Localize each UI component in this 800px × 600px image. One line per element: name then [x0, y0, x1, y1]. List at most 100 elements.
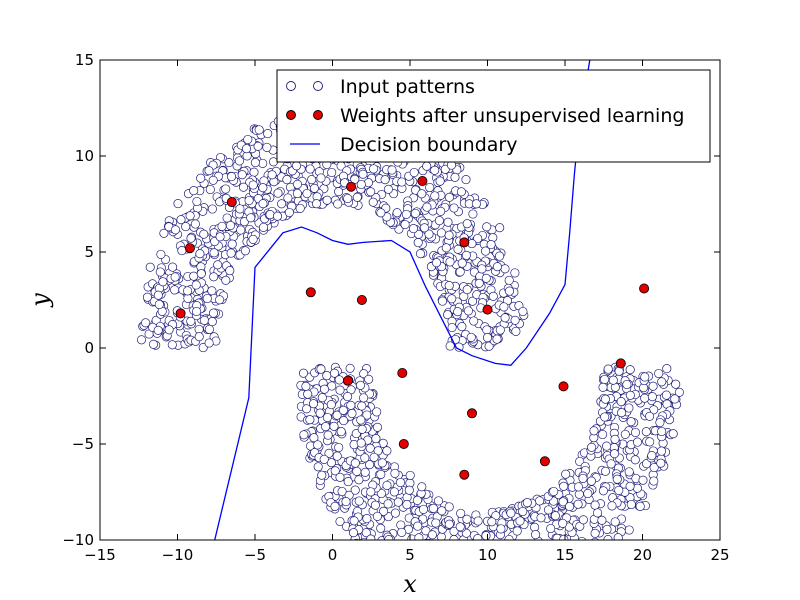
input-point — [277, 199, 287, 209]
input-point — [412, 495, 422, 505]
input-point — [367, 539, 373, 540]
input-point — [334, 442, 344, 453]
input-point — [316, 173, 326, 183]
input-point — [497, 568, 505, 576]
input-point — [337, 486, 347, 497]
input-point — [510, 315, 520, 325]
input-point — [263, 129, 273, 139]
input-point — [246, 213, 256, 223]
weight-point — [615, 358, 626, 369]
input-point — [258, 222, 269, 232]
input-point — [454, 342, 464, 352]
input-point — [556, 566, 564, 574]
y-tick-label: −5 — [72, 435, 94, 453]
input-point — [248, 180, 258, 190]
input-point — [199, 315, 209, 325]
input-point — [674, 387, 684, 397]
input-point — [272, 211, 283, 221]
input-point — [387, 165, 397, 175]
input-point — [458, 585, 466, 593]
input-point — [460, 560, 468, 568]
input-point — [466, 332, 476, 342]
input-point — [536, 583, 544, 591]
input-point — [662, 364, 672, 374]
input-point — [499, 548, 507, 556]
input-point — [308, 399, 319, 409]
input-point — [249, 167, 259, 177]
input-point — [538, 557, 546, 565]
input-point — [488, 572, 496, 580]
weight-point — [639, 283, 650, 294]
input-point — [453, 307, 463, 317]
input-point — [502, 562, 510, 570]
input-point — [495, 223, 505, 233]
input-point — [512, 560, 520, 568]
input-point — [486, 240, 496, 250]
input-point — [472, 584, 480, 592]
input-point — [376, 488, 386, 499]
input-point — [510, 564, 518, 572]
input-point — [455, 522, 465, 532]
input-point — [360, 467, 370, 477]
input-point — [437, 594, 445, 600]
input-point — [202, 293, 212, 304]
input-point — [375, 546, 383, 554]
input-point — [533, 559, 541, 567]
input-point — [484, 341, 494, 351]
input-point — [607, 501, 617, 511]
input-point — [528, 594, 536, 600]
input-point — [523, 541, 531, 549]
input-point — [453, 244, 463, 254]
input-point — [248, 234, 258, 244]
input-point — [267, 170, 277, 180]
input-point — [435, 176, 445, 186]
input-point — [609, 544, 617, 552]
input-point — [539, 590, 547, 598]
input-point — [141, 318, 151, 328]
input-point — [309, 433, 319, 443]
input-point — [431, 539, 433, 540]
input-point — [194, 332, 204, 342]
input-point — [626, 417, 636, 427]
input-point — [336, 427, 346, 437]
input-point — [600, 374, 610, 385]
input-point — [481, 273, 491, 283]
input-point — [292, 188, 302, 199]
input-point — [350, 485, 360, 495]
input-point — [614, 366, 624, 376]
input-point — [462, 219, 472, 229]
input-point — [192, 306, 202, 317]
input-point — [227, 239, 237, 249]
input-point — [583, 548, 591, 556]
input-point — [425, 572, 433, 580]
input-point — [427, 568, 435, 576]
x-tick-label: 20 — [633, 546, 652, 564]
input-point — [451, 547, 459, 555]
input-point — [617, 408, 627, 418]
weight-point — [459, 237, 470, 248]
input-point — [284, 207, 294, 218]
input-point — [436, 206, 446, 216]
input-point — [600, 412, 610, 422]
input-point — [208, 175, 218, 185]
input-point — [598, 486, 608, 496]
input-point — [444, 502, 454, 512]
y-axis-label: y — [26, 293, 54, 308]
input-point — [394, 561, 402, 569]
input-point — [451, 570, 459, 578]
input-point — [577, 536, 587, 540]
input-point — [511, 591, 519, 599]
input-point — [383, 499, 393, 509]
input-point — [189, 186, 199, 196]
input-point — [453, 575, 461, 583]
input-point — [217, 221, 227, 231]
input-point — [158, 277, 168, 287]
input-point — [343, 477, 353, 487]
input-point — [357, 401, 367, 411]
decision-boundary-line — [214, 60, 591, 540]
weight-point — [356, 294, 367, 305]
input-point — [282, 175, 292, 185]
input-point — [456, 508, 466, 518]
input-point — [196, 269, 206, 279]
